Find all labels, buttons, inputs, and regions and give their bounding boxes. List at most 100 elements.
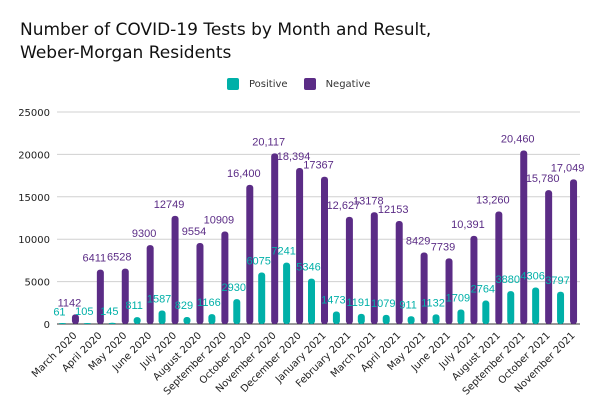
chart-title-line-2: Weber-Morgan Residents [20, 43, 232, 63]
data-label-negative: 10909 [204, 214, 235, 226]
data-label-negative: 9300 [132, 228, 156, 240]
data-label-negative: 10,391 [451, 219, 485, 231]
bar-positive[interactable] [357, 313, 365, 324]
data-label-positive: 3797 [545, 275, 569, 287]
data-label-negative: 12,627 [327, 200, 361, 212]
y-tick-label: 25000 [18, 108, 50, 119]
bar-negative[interactable] [395, 220, 403, 324]
data-label-negative: 7739 [431, 241, 455, 253]
bar-positive[interactable] [158, 310, 166, 324]
y-axis: 0 5000 10000 15000 20000 25000 [18, 108, 50, 331]
legend-item-positive[interactable]: Positive [227, 78, 288, 90]
data-label-positive: 6075 [246, 255, 270, 267]
bar-negative[interactable] [545, 190, 553, 324]
data-label-negative: 20,117 [252, 136, 285, 148]
chart-title-line-1: Number of COVID-19 Tests by Month and Re… [20, 20, 432, 40]
bar-negative[interactable] [96, 269, 104, 324]
data-label-negative: 8429 [406, 236, 430, 248]
bar-positive[interactable] [258, 272, 266, 324]
bars [58, 150, 578, 324]
gridlines [57, 111, 580, 325]
bar-positive[interactable] [407, 316, 415, 324]
data-label-positive: 4306 [520, 270, 544, 282]
bar-positive[interactable] [208, 314, 216, 324]
data-label-negative: 18,394 [277, 151, 311, 163]
data-label-negative: 17367 [303, 160, 334, 172]
data-label-negative: 13178 [353, 195, 384, 207]
data-label-positive: 7241 [271, 246, 295, 258]
y-tick-label: 15000 [18, 193, 50, 204]
legend-item-negative[interactable]: Negative [303, 78, 371, 90]
data-label-negative: 12749 [154, 199, 185, 211]
data-label-negative: 16,400 [227, 168, 261, 180]
data-label-positive: 829 [175, 300, 193, 312]
data-label-positive: 5346 [296, 262, 320, 274]
data-label-negative: 6411 [83, 253, 107, 265]
data-label-negative: 20,460 [501, 133, 535, 145]
bar-negative[interactable] [420, 252, 428, 324]
bar-negative[interactable] [470, 235, 478, 324]
data-label-negative: 1142 [58, 297, 82, 309]
bar-negative[interactable] [171, 215, 179, 324]
bar-positive[interactable] [457, 309, 465, 324]
bar-positive[interactable] [233, 299, 241, 324]
bar-negative[interactable] [345, 216, 353, 324]
data-label-positive: 1132 [421, 297, 445, 309]
data-label-negative: 6528 [107, 252, 131, 264]
bar-positive[interactable] [432, 314, 440, 324]
legend: Positive Negative [227, 78, 386, 90]
bar-positive[interactable] [382, 314, 390, 324]
bar-negative[interactable] [71, 314, 79, 324]
bar-negative[interactable] [370, 212, 378, 324]
data-label-positive: 3880 [495, 274, 519, 286]
bar-positive[interactable] [332, 311, 340, 324]
bar-negative[interactable] [495, 211, 503, 324]
y-tick-label: 20000 [18, 150, 50, 161]
data-label-positive: 1709 [446, 293, 470, 305]
bar-positive[interactable] [58, 323, 66, 324]
data-label-positive: 1587 [147, 294, 171, 306]
bar-negative[interactable] [520, 150, 528, 324]
bar-positive[interactable] [183, 316, 191, 324]
bar-negative[interactable] [570, 179, 578, 324]
data-label-negative: 13,260 [476, 195, 510, 207]
data-label-positive: 1473 [321, 295, 345, 307]
bar-positive[interactable] [133, 317, 141, 324]
bar-negative[interactable] [321, 176, 328, 324]
data-label-positive: 1079 [371, 298, 395, 310]
legend-swatch-negative [303, 78, 316, 90]
legend-swatch-positive [227, 78, 239, 90]
data-label-positive: 911 [399, 299, 417, 311]
bar-positive[interactable] [308, 278, 315, 324]
legend-label-negative: Negative [325, 78, 371, 90]
data-label-positive: 2930 [222, 282, 246, 294]
bar-negative[interactable] [121, 268, 129, 324]
y-tick-label: 10000 [18, 235, 50, 246]
bar-negative[interactable] [196, 242, 204, 324]
bar-negative[interactable] [296, 168, 304, 324]
bar-negative[interactable] [246, 184, 254, 324]
chart-title: Number of COVID-19 Tests by Month and Re… [20, 19, 431, 65]
bar-positive[interactable] [83, 323, 91, 324]
data-label-negative: 12153 [378, 204, 409, 216]
bar-positive[interactable] [482, 300, 490, 324]
data-label-positive: 105 [75, 306, 93, 318]
bar-negative[interactable] [146, 245, 154, 324]
bar-negative[interactable] [445, 258, 453, 324]
data-label-positive: 811 [125, 300, 143, 312]
bar-negative[interactable] [221, 231, 229, 324]
bar-negative[interactable] [271, 153, 279, 324]
data-label-positive: 1166 [197, 297, 221, 309]
bar-positive[interactable] [283, 262, 291, 324]
data-label-positive: 1191 [346, 297, 370, 309]
y-tick-label: 5000 [25, 278, 50, 289]
bar-positive[interactable] [557, 291, 565, 324]
bar-positive[interactable] [507, 291, 515, 324]
data-label-positive: 61 [53, 306, 65, 318]
bar-positive[interactable] [108, 322, 116, 324]
data-label-negative: 9554 [182, 226, 206, 238]
bar-positive[interactable] [532, 287, 540, 324]
